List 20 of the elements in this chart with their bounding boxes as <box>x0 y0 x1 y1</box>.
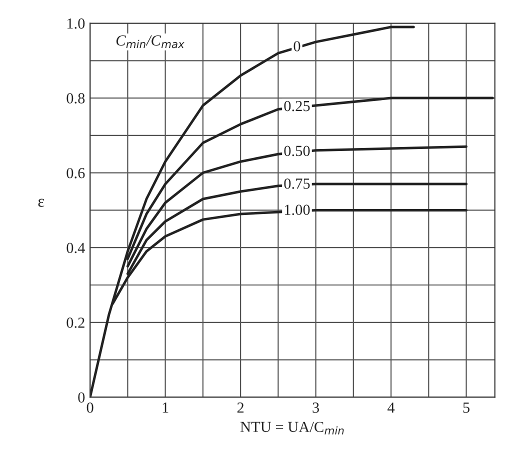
series-label: 0 <box>294 41 300 52</box>
x-axis-title: NTU = UA/C$_{min}$ <box>240 422 344 434</box>
x-tick-label: 2 <box>237 402 244 413</box>
x-tick-label: 1 <box>162 402 168 413</box>
y-tick-label: 0.6 <box>66 168 85 178</box>
series-label: 0.25 <box>284 100 310 112</box>
x-tick-label: 3 <box>312 402 320 413</box>
y-tick-label: 0.8 <box>66 93 85 104</box>
y-tick-label: 0 <box>78 392 85 403</box>
x-tick-label: 5 <box>463 402 470 413</box>
legend-title: C$_{min}$/C$_{max}$ <box>116 35 184 48</box>
y-tick-label: 0.2 <box>66 318 84 328</box>
y-axis-title: ε <box>38 198 44 207</box>
y-tick-label: 1.0 <box>67 18 85 29</box>
y-tick-label: 0.4 <box>66 242 85 254</box>
series-label: 1.00 <box>284 204 310 216</box>
x-tick-label: 0 <box>86 402 94 413</box>
series-label: 0.75 <box>284 178 310 189</box>
series-label: 0.50 <box>284 146 310 156</box>
x-tick-label: 4 <box>388 402 395 413</box>
